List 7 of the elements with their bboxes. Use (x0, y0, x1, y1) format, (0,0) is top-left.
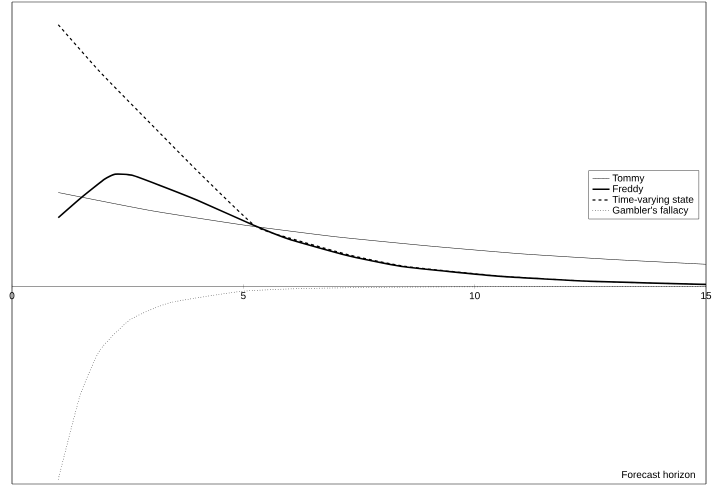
x-axis-title: Forecast horizon (622, 470, 695, 478)
legend-label: Tommy (612, 174, 644, 184)
x-tick-label: 10 (470, 292, 480, 300)
x-tick-label: 5 (240, 292, 246, 300)
legend-label: Freddy (613, 184, 644, 194)
legend-label: Time-varying state (612, 196, 694, 205)
legend-label: Gambler's fallacy (612, 206, 688, 216)
